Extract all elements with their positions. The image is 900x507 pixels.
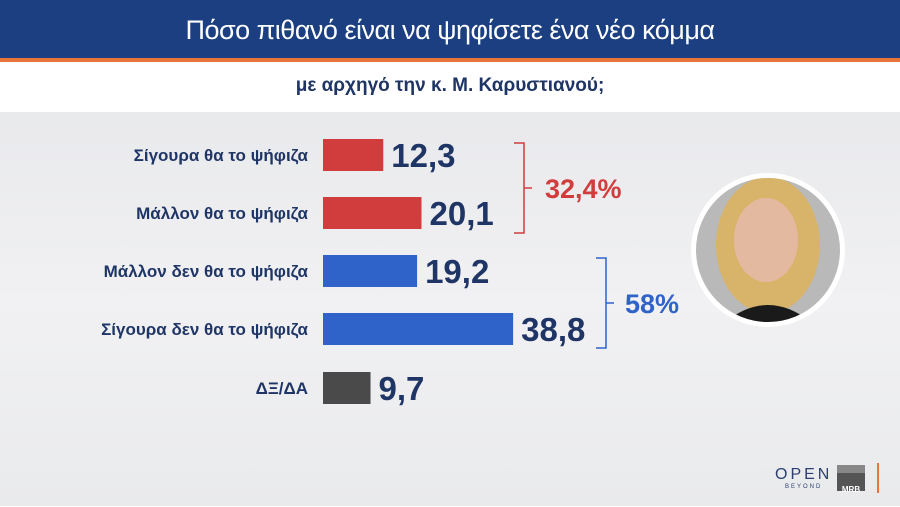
value-label: 19,2 xyxy=(425,253,489,290)
group-bracket xyxy=(514,142,525,234)
bar xyxy=(323,313,514,345)
category-label: Σίγουρα θα το ψήφιζα xyxy=(134,146,309,165)
category-label: Μάλλον δεν θα το ψήφιζα xyxy=(104,262,309,281)
group-total-label: 58% xyxy=(625,289,679,319)
value-label: 12,3 xyxy=(391,137,455,174)
accent-line xyxy=(0,58,900,62)
category-label: ΔΞ/ΔΑ xyxy=(256,379,308,398)
open-beyond-logo: OPEN BEYOND xyxy=(775,466,833,490)
mrb-logo: MRB xyxy=(837,465,865,494)
chart-subtitle: με αρχηγό την κ. Μ. Καρυστιανού; xyxy=(0,62,900,112)
value-label: 38,8 xyxy=(521,311,585,348)
category-label: Μάλλον θα το ψήφιζα xyxy=(136,204,308,223)
group-total-label: 32,4% xyxy=(545,174,622,204)
group-bracket xyxy=(596,257,607,349)
bar xyxy=(323,139,384,171)
value-label: 20,1 xyxy=(429,195,493,232)
category-label: Σίγουρα δεν θα το ψήφιζα xyxy=(101,320,308,339)
value-label: 9,7 xyxy=(379,370,425,407)
bar xyxy=(323,197,422,229)
portrait-photo xyxy=(691,173,845,327)
divider xyxy=(877,463,879,493)
bar xyxy=(323,255,418,287)
bar xyxy=(323,372,371,404)
chart-title: Πόσο πιθανό είναι να ψηφίσετε ένα νέο κό… xyxy=(0,0,900,58)
